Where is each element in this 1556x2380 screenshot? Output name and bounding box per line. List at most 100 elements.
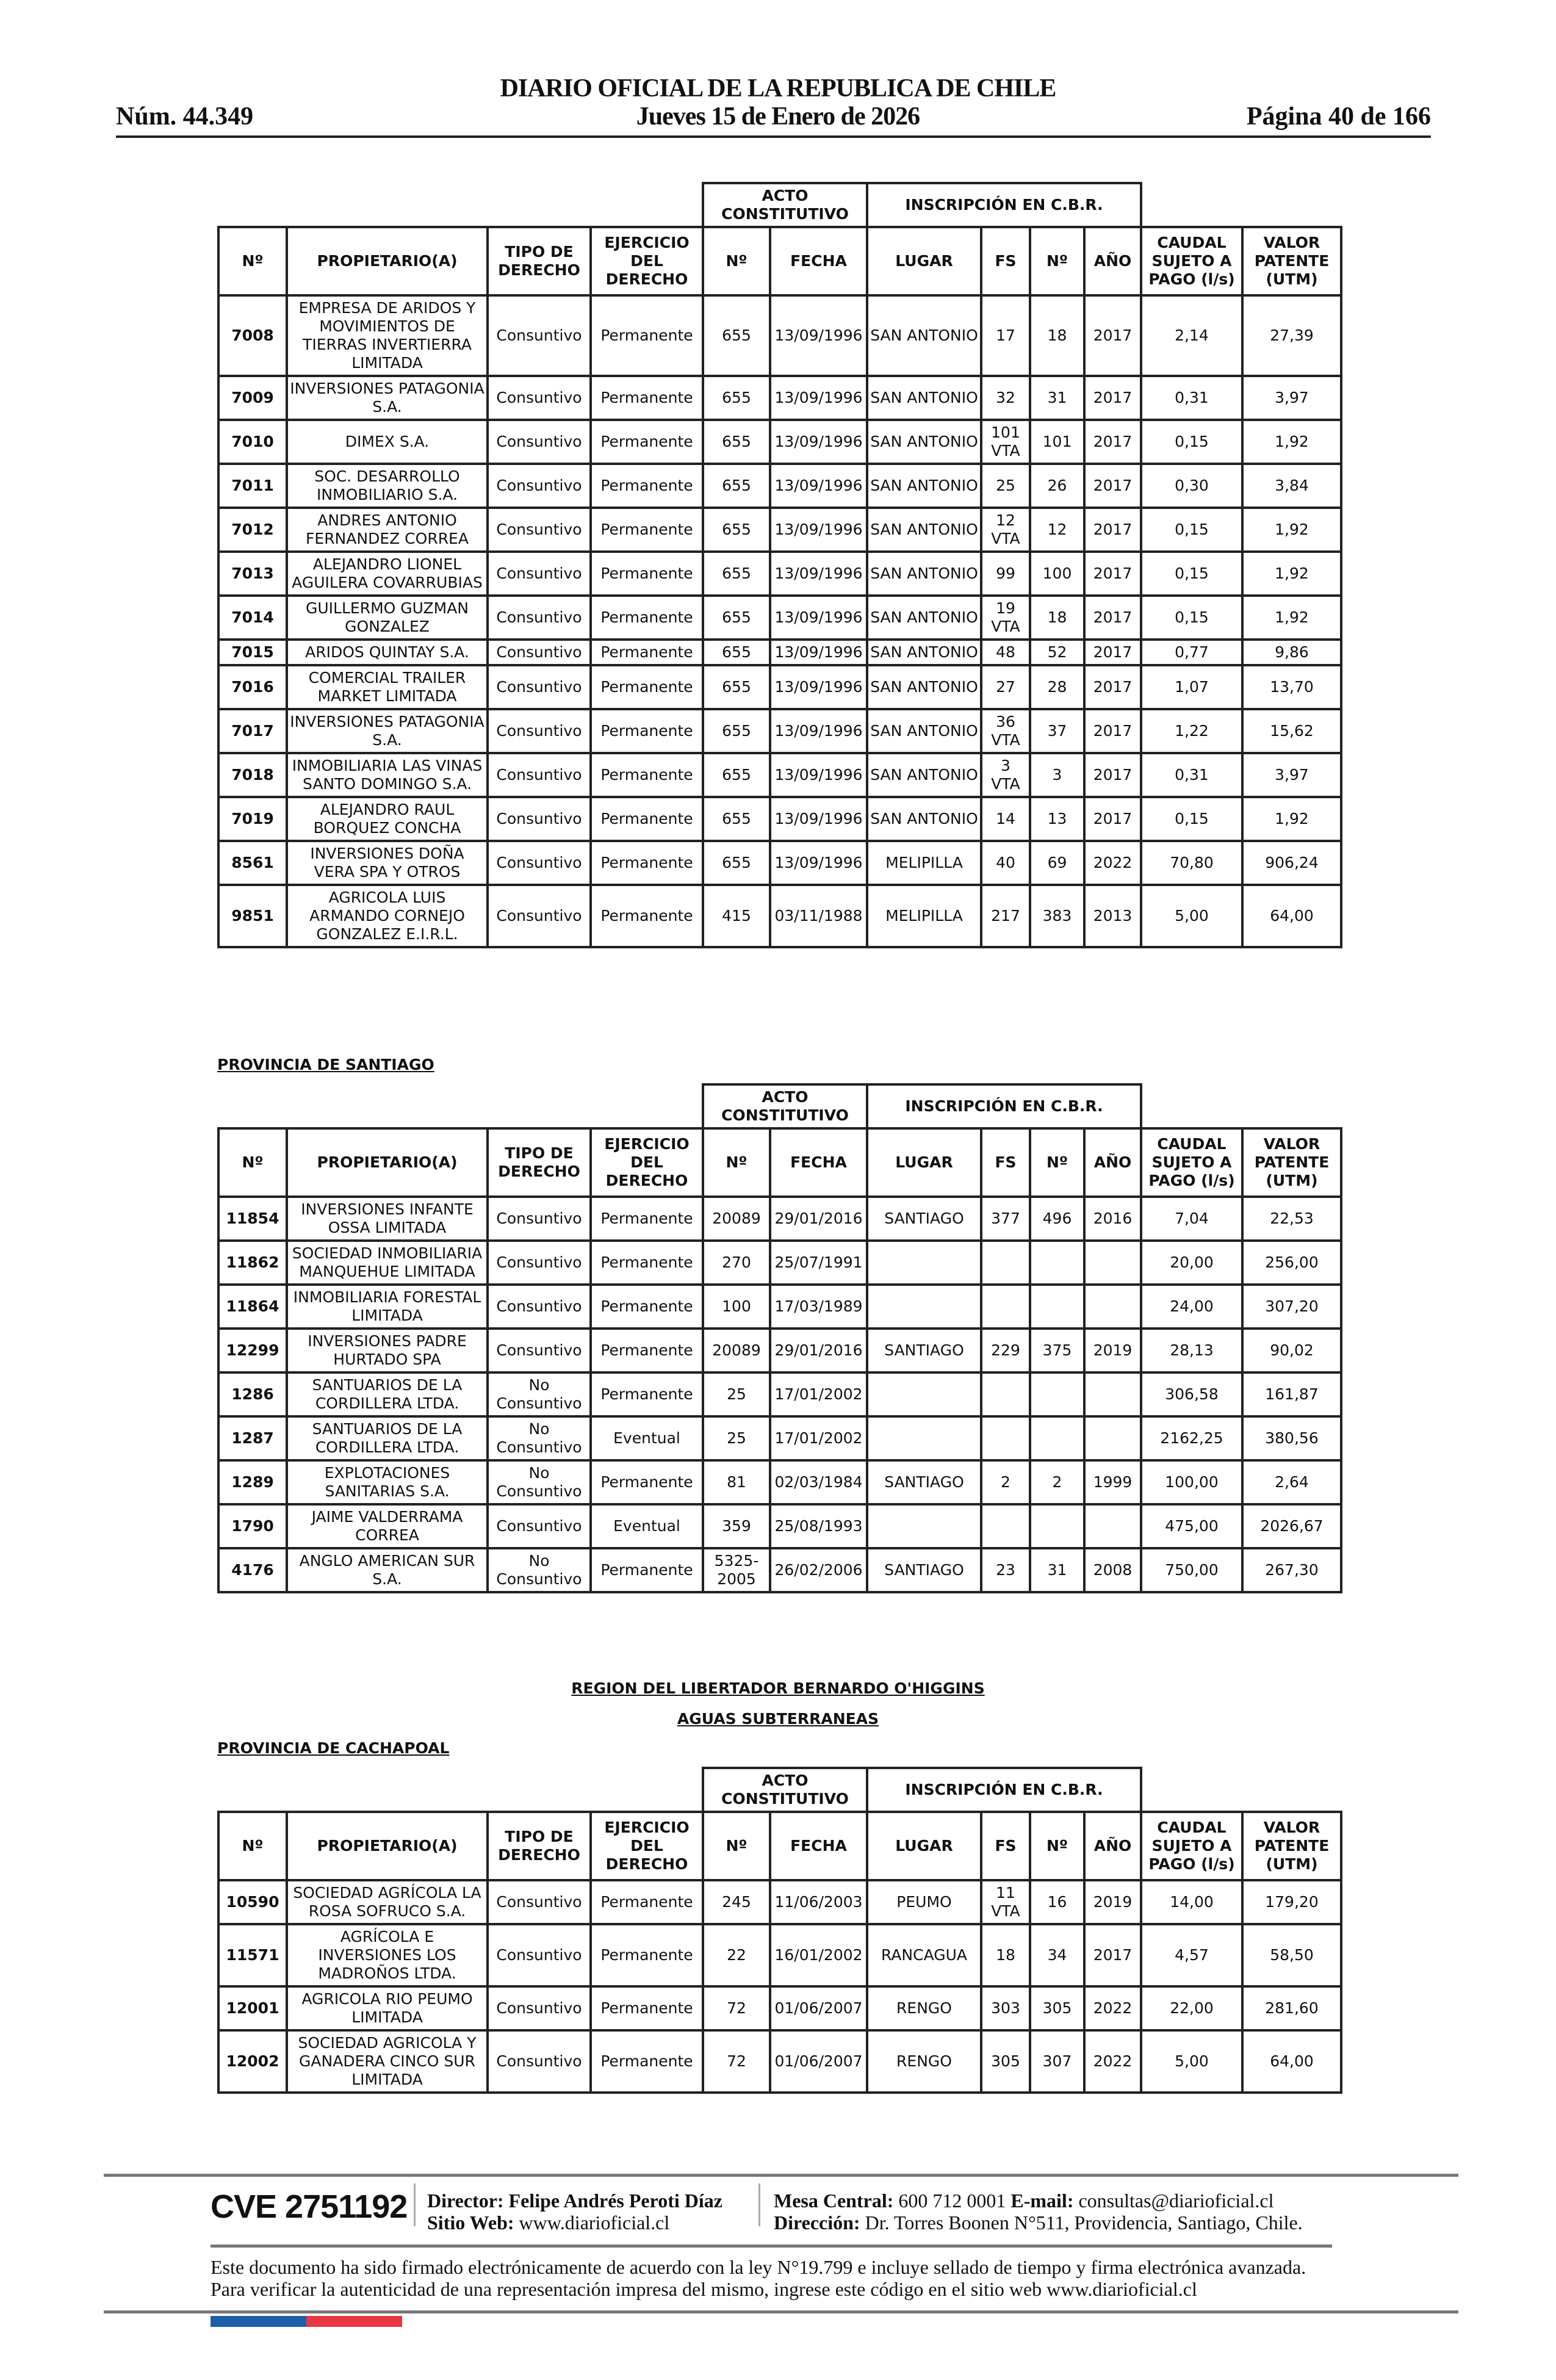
cell-acto-fecha: 17/03/1989 <box>769 1283 868 1330</box>
column-header-lugar: LUGAR <box>866 1811 982 1881</box>
cell-fs: 23 <box>980 1547 1031 1593</box>
column-header-inscripcion-numero: Nº <box>1029 226 1086 297</box>
cell-numero: 7016 <box>217 664 288 710</box>
contact-line: Mesa Central: 600 712 0001 E-mail: consu… <box>774 2190 1274 2212</box>
cell-fs <box>980 1283 1031 1330</box>
section-provincia-santiago: PROVINCIA DE SANTIAGO <box>217 1056 434 1073</box>
table-row: 7019 ALEJANDRO RAUL BORQUEZ CONCHA Consunt… <box>217 796 1342 842</box>
cell-propietario: COMERCIAL TRAILER MARKET LIMITADA <box>286 664 489 710</box>
cell-propietario: GUILLERMO GUZMAN GONZALEZ <box>286 594 489 641</box>
cell-tipo-derecho: Consuntivo <box>486 664 592 710</box>
cell-propietario: DIMEX S.A. <box>286 419 489 465</box>
cell-fs: 32 <box>980 375 1031 421</box>
column-header-ejercicio-derecho: EJERCICIO DEL DERECHO <box>589 1127 704 1198</box>
cell-anio: 2017 <box>1083 638 1142 666</box>
cell-valor-patente: 1,92 <box>1241 419 1342 465</box>
email-link[interactable]: consultas@diarioficial.cl <box>1078 2190 1274 2212</box>
cell-ejercicio-derecho: Permanente <box>589 2029 704 2094</box>
group-header-row: ACTO CONSTITUTIVO INSCRIPCIÓN EN C.B.R. <box>218 1767 1341 1813</box>
legal-notice: Este documento ha sido firmado electróni… <box>211 2256 1306 2300</box>
cell-tipo-derecho: Consuntivo <box>486 1327 592 1374</box>
group-header-acto: ACTO CONSTITUTIVO <box>702 1083 868 1130</box>
cell-fs: 17 <box>980 294 1031 377</box>
column-header-anio: AÑO <box>1083 1811 1142 1881</box>
cell-acto-numero: 655 <box>702 507 771 553</box>
cell-ejercicio-derecho: Permanente <box>589 550 704 597</box>
website-line: Sitio Web: www.diarioficial.cl <box>427 2212 669 2234</box>
cell-acto-numero: 655 <box>702 294 771 377</box>
table-row: 7018 INMOBILIARIA LAS VINAS SANTO DOMINGO… <box>217 752 1342 798</box>
column-header-ejercicio-derecho: EJERCICIO DEL DERECHO <box>589 226 704 297</box>
cell-inscripcion-numero <box>1029 1415 1086 1462</box>
cell-acto-numero: 245 <box>702 1879 771 1925</box>
cell-tipo-derecho: Consuntivo <box>486 507 592 553</box>
cell-fs: 36 VTA <box>980 708 1031 754</box>
cell-propietario: SANTUARIOS DE LA CORDILLERA LTDA. <box>286 1371 489 1418</box>
cell-tipo-derecho: Consuntivo <box>486 594 592 641</box>
column-header-acto-fecha: FECHA <box>769 1811 868 1881</box>
table-row: 11862 SOCIEDAD INMOBILIARIA MANQUEHUE LIM… <box>217 1239 1342 1286</box>
cell-inscripcion-numero: 2 <box>1029 1459 1086 1506</box>
cell-caudal: 750,00 <box>1140 1547 1244 1593</box>
cell-fs: 305 <box>980 2029 1031 2094</box>
cell-caudal: 306,58 <box>1140 1371 1244 1418</box>
cve-code: CVE 2751192 <box>211 2188 408 2225</box>
region-title: REGION DEL LIBERTADOR BERNARDO O'HIGGINS <box>571 1679 985 1697</box>
cell-lugar: SAN ANTONIO <box>866 375 982 421</box>
cell-lugar: MELIPILLA <box>866 840 982 886</box>
issue-number: Núm. 44.349 <box>116 103 254 131</box>
cell-numero: 7011 <box>217 463 288 509</box>
cell-valor-patente: 161,87 <box>1241 1371 1342 1418</box>
cell-lugar: SAN ANTONIO <box>866 708 982 754</box>
cell-inscripcion-numero: 305 <box>1029 1985 1086 2032</box>
cell-acto-numero: 655 <box>702 664 771 710</box>
cell-anio: 2017 <box>1083 594 1142 641</box>
cell-numero: 7017 <box>217 708 288 754</box>
footer-separator <box>758 2183 760 2226</box>
cell-propietario: ARIDOS QUINTAY S.A. <box>286 638 489 666</box>
cell-propietario: SOCIEDAD AGRICOLA Y GANADERA CINCO SUR L… <box>286 2029 489 2094</box>
cell-lugar: SAN ANTONIO <box>866 463 982 509</box>
cell-valor-patente: 179,20 <box>1241 1879 1342 1925</box>
cell-acto-numero: 20089 <box>702 1195 771 1242</box>
cell-valor-patente: 13,70 <box>1241 664 1342 710</box>
cell-ejercicio-derecho: Permanente <box>589 594 704 641</box>
cell-tipo-derecho: Consuntivo <box>486 1503 592 1549</box>
cell-ejercicio-derecho: Permanente <box>589 1547 704 1593</box>
cell-fs: 229 <box>980 1327 1031 1374</box>
cell-caudal: 0,30 <box>1140 463 1244 509</box>
cell-ejercicio-derecho: Permanente <box>589 1239 704 1286</box>
cell-anio: 2017 <box>1083 752 1142 798</box>
cell-inscripcion-numero: 31 <box>1029 375 1086 421</box>
cell-ejercicio-derecho: Eventual <box>589 1503 704 1549</box>
cell-fs: 303 <box>980 1985 1031 2032</box>
cell-caudal: 28,13 <box>1140 1327 1244 1374</box>
website-link[interactable]: www.diarioficial.cl <box>519 2212 670 2234</box>
column-header-fs: FS <box>980 1127 1031 1198</box>
cell-ejercicio-derecho: Permanente <box>589 638 704 666</box>
cell-lugar: SAN ANTONIO <box>866 594 982 641</box>
cell-inscripcion-numero <box>1029 1239 1086 1286</box>
cell-lugar <box>866 1239 982 1286</box>
column-header-propietario: PROPIETARIO(A) <box>286 226 489 297</box>
cell-ejercicio-derecho: Permanente <box>589 1195 704 1242</box>
cell-tipo-derecho: Consuntivo <box>486 463 592 509</box>
table-row: 7013 ALEJANDRO LIONEL AGUILERA COVARRUBIA… <box>217 550 1342 597</box>
cell-acto-fecha: 13/09/1996 <box>769 507 868 553</box>
patents-table-santiago: ACTO CONSTITUTIVO INSCRIPCIÓN EN C.B.R. Nº… <box>217 1083 1342 1593</box>
cell-acto-numero: 415 <box>702 884 771 948</box>
column-header-acto-fecha: FECHA <box>769 226 868 297</box>
table-row: 11864 INMOBILIARIA FORESTAL LIMITADA Consu… <box>217 1283 1342 1330</box>
issue-date: Jueves 15 de Enero de 2026 <box>636 103 920 131</box>
cell-caudal: 70,80 <box>1140 840 1244 886</box>
cell-anio: 2017 <box>1083 375 1142 421</box>
cell-ejercicio-derecho: Permanente <box>589 664 704 710</box>
cell-ejercicio-derecho: Permanente <box>589 752 704 798</box>
cell-acto-numero: 655 <box>702 638 771 666</box>
blank-cell <box>1141 1084 1341 1128</box>
cell-tipo-derecho: Consuntivo <box>486 1195 592 1242</box>
column-header-tipo-derecho: TIPO DE DERECHO <box>486 226 592 297</box>
cell-ejercicio-derecho: Permanente <box>589 840 704 886</box>
cell-lugar: SANTIAGO <box>866 1195 982 1242</box>
cell-numero: 10590 <box>217 1879 288 1925</box>
